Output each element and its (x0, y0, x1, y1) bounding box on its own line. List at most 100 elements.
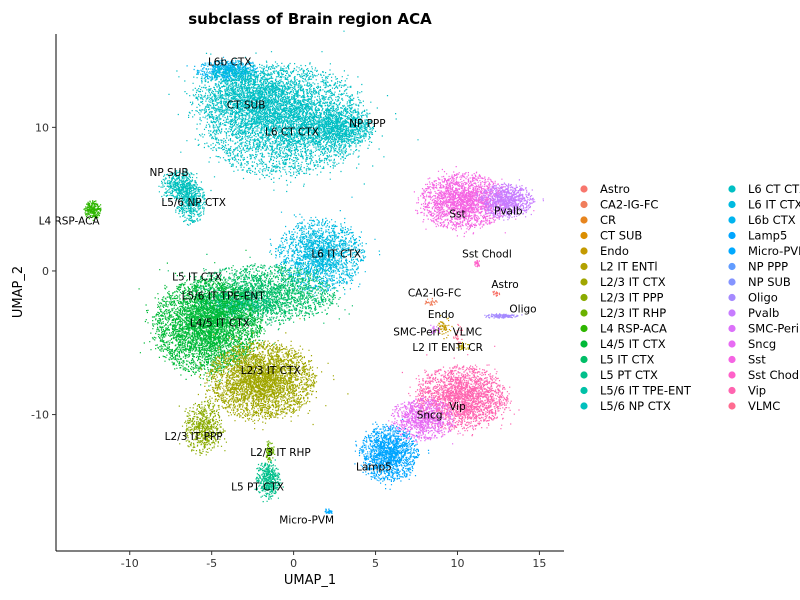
legend-swatch (580, 386, 588, 395)
legend-swatch (580, 231, 588, 240)
legend-label: L5/6 NP CTX (600, 399, 671, 413)
legend-swatch (728, 185, 736, 193)
x-tick-label: -5 (206, 557, 217, 570)
legend-swatch (728, 262, 736, 271)
x-axis-title: UMAP_1 (284, 573, 336, 588)
y-tick-label: 0 (42, 265, 49, 278)
x-tick-label: 10 (450, 557, 464, 570)
cluster-label: SMC-Peri (393, 326, 440, 338)
cluster-label: Sst Chodl (462, 249, 512, 261)
legend-swatch (580, 309, 588, 317)
legend-label: VLMC (748, 399, 780, 413)
cluster-label: NP SUB (150, 167, 189, 179)
cluster-label: Vip (449, 401, 466, 413)
cluster-points-np-ppp (295, 98, 383, 154)
legend-swatch (580, 355, 588, 364)
x-tick-label: -10 (121, 557, 139, 570)
legend-swatch (728, 247, 736, 255)
cluster-points-l6-it-ctx (268, 196, 381, 303)
cluster-points-sst (413, 166, 535, 238)
cluster-points-l5-6-np-ctx (175, 180, 206, 226)
cluster-label: L6 IT CTX (311, 249, 361, 261)
cluster-points-l2-it-entl (456, 342, 470, 351)
legend-swatch (728, 386, 736, 395)
legend-swatch (580, 371, 588, 379)
legend-label: L5/6 IT TPE-ENT (600, 384, 692, 398)
legend-swatch (580, 185, 588, 193)
legend-label: L2/3 IT PPP (600, 291, 664, 305)
legend-label: L5 PT CTX (600, 368, 658, 382)
legend-label: L4 RSP-ACA (600, 322, 667, 336)
cluster-points-sst-chodl (474, 259, 480, 268)
legend-label: Sst (748, 353, 766, 367)
x-tick-label: 5 (372, 557, 379, 570)
legend-label: L2/3 IT RHP (600, 306, 666, 320)
cluster-points-oligo (484, 313, 523, 319)
legend-label: Vip (748, 384, 766, 398)
cluster-points-endo (437, 315, 453, 340)
cluster-points-l6b-ctx (186, 56, 267, 88)
chart-title: subclass of Brain region ACA (188, 10, 432, 28)
cluster-label: Pvalb (494, 206, 523, 218)
legend-swatch (580, 216, 588, 224)
cluster-points-l2-3-it-ctx (197, 318, 349, 431)
cluster-label: VLMC (453, 326, 482, 338)
cluster-points-l4-5-it-ctx (138, 249, 281, 387)
cluster-label: Lamp5 (356, 461, 392, 473)
legend-swatch (580, 247, 588, 255)
legend-swatch (728, 402, 736, 410)
y-axis-title: UMAP_2 (11, 266, 26, 318)
legend-swatch (580, 324, 588, 333)
x-tick-label: 0 (290, 557, 297, 570)
legend-swatch (728, 340, 736, 348)
legend-label: L6 IT CTX (748, 198, 800, 212)
legend-swatch (728, 371, 736, 379)
cluster-points-pvalb (475, 179, 544, 221)
legend-label: L4/5 IT CTX (600, 337, 666, 351)
cluster-points-l2-3-it-rhp (264, 440, 276, 463)
ticks-layer: -10 -5 0 5 10 15 -10 0 10 (31, 121, 546, 570)
cluster-label: L2/3 IT PPP (165, 431, 223, 443)
legend-swatch (580, 200, 588, 209)
cluster-points-l2-3-it-ppp (178, 399, 227, 456)
cluster-label: L4 RSP-ACA (39, 216, 101, 228)
cluster-labels-layer: L6b CTX CT SUB L6 CT CTX NP PPP NP SUB L5/6 N… (39, 56, 537, 526)
cluster-points-ca2-ig-fc (424, 297, 438, 306)
cluster-label: L2/3 IT RHP (250, 447, 310, 459)
legend-swatch (580, 293, 588, 302)
cluster-points-sncg (388, 396, 474, 445)
legend-swatch (728, 309, 736, 317)
legend-label: CR (600, 213, 616, 227)
legend-label: Sncg (748, 337, 776, 351)
cluster-label: L6 CT CTX (265, 127, 319, 139)
cluster-label: Micro-PVM (279, 514, 334, 526)
cluster-label: L2/3 IT CTX (241, 365, 301, 377)
cluster-label: NP PPP (349, 118, 386, 130)
y-tick-label: -10 (31, 409, 49, 422)
cluster-label: L5 IT CTX (172, 272, 222, 284)
legend-swatch (728, 216, 736, 224)
cluster-points-l5-pt-ctx (254, 453, 284, 503)
x-tick-label: 15 (532, 557, 546, 570)
legend-swatch (580, 262, 588, 271)
cluster-points-l5-6-it-tpe-ent (196, 290, 295, 320)
cluster-points-l4-rsp-aca (83, 200, 102, 221)
legend-swatch (728, 293, 736, 302)
legend-label: CA2-IG-FC (600, 198, 658, 212)
legend-label: NP SUB (748, 275, 791, 289)
legend-swatch (728, 231, 736, 240)
legend-label: Sst Chodl (748, 368, 800, 382)
legend-label: Micro-PVM (748, 244, 800, 258)
cluster-label: L5 PT CTX (231, 481, 284, 493)
legend-swatch (728, 355, 736, 364)
legend-label: Pvalb (748, 306, 779, 320)
cluster-points-vlmc (453, 323, 463, 347)
cluster-label: L5/6 IT TPE-ENT (182, 290, 266, 302)
cluster-label: CT SUB (227, 99, 266, 111)
legend-swatch (580, 278, 588, 286)
cluster-points-np-sub (158, 169, 212, 203)
legend-label: NP PPP (748, 260, 788, 274)
legend-label: CT SUB (600, 229, 642, 243)
legend-label: Oligo (748, 291, 778, 305)
